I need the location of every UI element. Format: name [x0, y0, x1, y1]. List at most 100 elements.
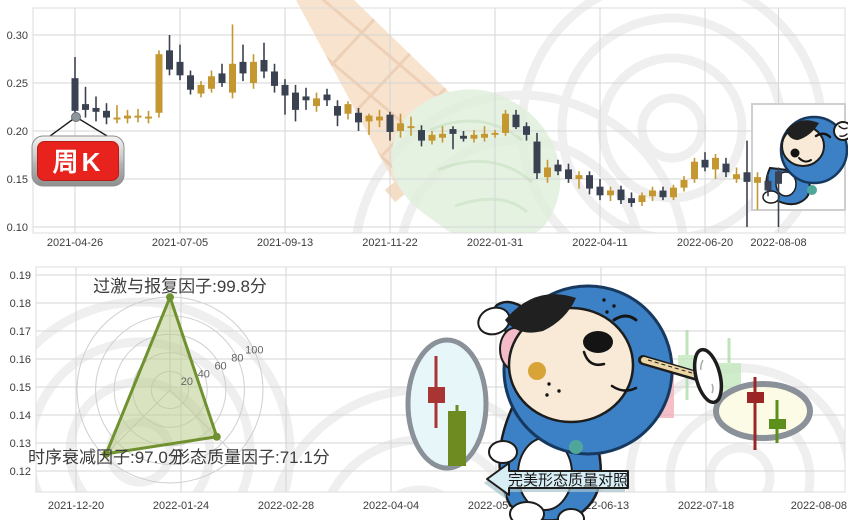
- y-tick-label: 0.19: [10, 270, 31, 282]
- bottom-x-axis: 2021-12-20 2022-01-24 2022-02-28 2022-04-04…: [48, 500, 847, 512]
- candle-body: [365, 115, 373, 122]
- radar-vertex-dot: [102, 449, 111, 458]
- spiral-arc: [394, 485, 446, 492]
- candle-body: [733, 174, 740, 179]
- candle-body: [271, 71, 278, 86]
- radar-r-tick-label: 80: [231, 353, 243, 365]
- bottom-plot-border: [35, 266, 846, 493]
- candle-body: [103, 110, 110, 118]
- spiral-arc: [36, 337, 255, 492]
- candle-body: [460, 135, 467, 139]
- candle-body: [649, 190, 656, 197]
- candle-body: [208, 76, 215, 89]
- candle-body: [481, 133, 488, 138]
- candle-body: [439, 133, 446, 138]
- dog-nose: [583, 331, 613, 353]
- candle-body: [323, 94, 331, 101]
- callout-arrow: 完美形态质量对照: [484, 462, 629, 499]
- pattern-quality-panel: 0.19 0.18 0.17 0.16 0.15 0.14 0.13 0.12 2021-12…: [10, 266, 847, 520]
- radar-factor-label-right: 形态质量因子:71.1分: [173, 448, 330, 467]
- candle-body: [187, 75, 194, 90]
- candle-body: [575, 175, 583, 179]
- candle-body: [344, 104, 352, 114]
- candle-body: [71, 78, 79, 111]
- candle-body: [82, 104, 89, 110]
- x-tick-label: 2021-04-26: [47, 237, 103, 249]
- x-tick-label: 2022-01-31: [467, 237, 523, 249]
- candle-body: [680, 179, 688, 188]
- radar-r-tick-label: 100: [245, 345, 263, 357]
- x-tick-label: 2022-01-24: [153, 500, 209, 512]
- radar-vertex-dot: [212, 432, 221, 441]
- weekly-k-badge: 周K: [31, 112, 125, 187]
- candle-body: [491, 132, 499, 135]
- candle-body: [743, 172, 751, 182]
- y-tick-label: 0.15: [7, 174, 28, 186]
- candle-body: [775, 171, 782, 184]
- candle-body: [428, 134, 436, 141]
- candle-body: [544, 167, 551, 178]
- y-tick-label: 0.30: [7, 30, 28, 42]
- candlestick-series: [71, 24, 782, 227]
- candle-body: [638, 195, 646, 203]
- y-tick-label: 0.18: [10, 298, 31, 310]
- radar-vertex-dot: [166, 293, 174, 302]
- candle-body: [764, 180, 772, 191]
- pattern-candle-body: [428, 387, 445, 403]
- candle-body: [607, 190, 614, 196]
- weekly-candlestick-panel: 0.30 0.25 0.20 0.15 0.10 2021-04-26 2021-07-0…: [7, 0, 848, 249]
- candle-body: [124, 115, 131, 119]
- radar-factor-label-left: 时序衰减因子:97.0分: [28, 448, 185, 467]
- x-tick-label: 2022-07-18: [678, 500, 734, 512]
- pin-dot-icon: [71, 112, 81, 122]
- pattern-ellipse: [713, 381, 813, 441]
- radar-r-tick-label: 40: [198, 368, 210, 380]
- candle-body: [628, 198, 635, 203]
- y-tick-label: 0.20: [7, 126, 28, 138]
- candle-body: [407, 126, 415, 129]
- candle-body: [523, 126, 530, 135]
- spiral-arc: [352, 90, 688, 233]
- candle-body: [134, 115, 142, 118]
- radar-r-tick-label: 60: [214, 360, 226, 372]
- y-tick-label: 0.15: [10, 382, 31, 394]
- pattern-ellipse: [405, 337, 489, 471]
- candle-body: [386, 114, 394, 132]
- candle-body: [449, 129, 457, 134]
- candle-body: [418, 130, 425, 141]
- pattern-comparison-ellipses: [405, 337, 813, 471]
- y-tick-label: 0.10: [7, 222, 28, 234]
- candle-body: [701, 159, 709, 168]
- candle-body: [502, 113, 509, 133]
- spiral-watermark-top: [296, 0, 827, 233]
- x-tick-label: 2022-06-20: [677, 237, 733, 249]
- badge-label: 周K: [53, 147, 104, 177]
- candle-body: [596, 186, 604, 196]
- radar-factor-label-top: 过激与报复因子:99.8分: [93, 277, 267, 296]
- candle-body: [260, 59, 268, 72]
- radar-r-tick-label: 20: [181, 376, 193, 388]
- x-tick-label: 2021-09-13: [257, 237, 313, 249]
- candle-body: [554, 164, 562, 172]
- ghost-candle-body: [678, 355, 696, 369]
- x-tick-label: 2021-07-05: [152, 237, 208, 249]
- x-tick-label: 2022-08-08: [791, 500, 847, 512]
- candle-body: [659, 190, 667, 198]
- y-tick-label: 0.25: [7, 78, 28, 90]
- y-tick-label: 0.13: [10, 438, 31, 450]
- candle-body: [722, 163, 730, 173]
- callout-label: 完美形态质量对照: [508, 472, 628, 489]
- candle-body: [250, 61, 257, 83]
- x-tick-label: 2022-08-08: [750, 237, 806, 249]
- candle-body: [334, 106, 341, 116]
- candle-body: [512, 114, 520, 128]
- spiral-arc: [637, 93, 707, 163]
- candle-body: [712, 157, 719, 170]
- pattern-candle-body: [769, 419, 786, 429]
- radar-polygon: [104, 295, 219, 456]
- candle-body: [113, 117, 121, 120]
- y-tick-label: 0.12: [10, 466, 31, 478]
